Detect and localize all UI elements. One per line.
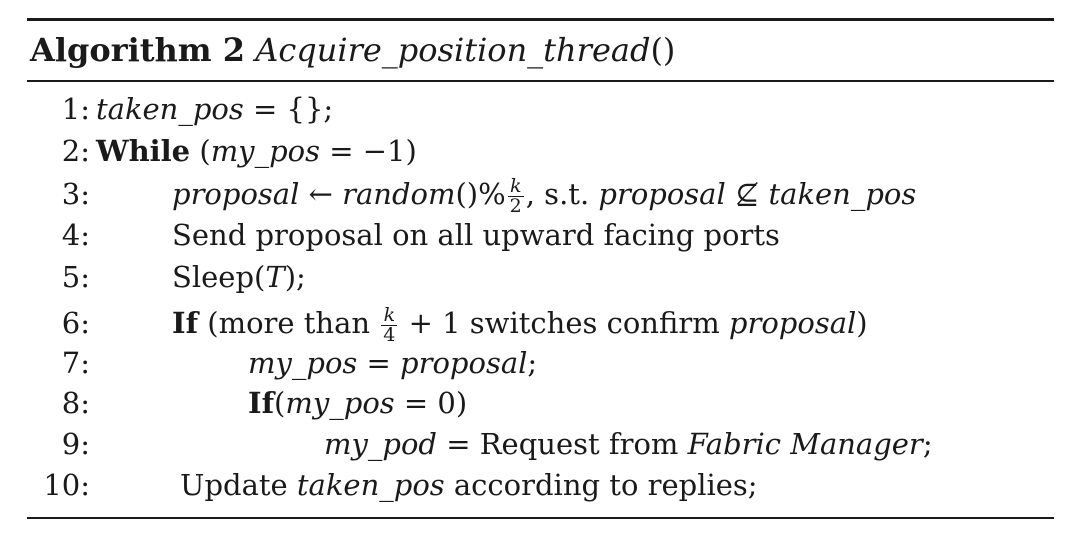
top-rule: [27, 18, 1054, 21]
expr-text: + 1 switches confirm: [399, 306, 729, 340]
expr-text: , s.t.: [525, 177, 599, 211]
expr-text: ;: [527, 346, 538, 380]
var-taken-pos: taken_pos: [96, 92, 244, 126]
algorithm-parens: (): [650, 31, 676, 69]
expr-text: = {};: [243, 92, 334, 126]
var-my-pos: my_pos: [210, 134, 320, 168]
line-body: proposal ← random()% k 2, s.t. proposal ⊈ …: [172, 174, 916, 216]
line-number: 4:: [61, 218, 90, 252]
var-proposal: proposal: [172, 177, 300, 211]
line-number: 1:: [61, 92, 90, 126]
keyword-if: If: [248, 386, 275, 420]
algorithm-name: Acquire_position_thread: [255, 31, 651, 69]
keyword-while: While: [96, 134, 191, 168]
algorithm-line-5: 5: Sleep(T);: [30, 257, 306, 297]
fraction-numerator: k: [381, 305, 398, 326]
var-t: T: [265, 260, 285, 294]
var-my-pos: my_pos: [285, 386, 395, 420]
algorithm-line-2: 2: While (my_pos = −1): [30, 131, 417, 171]
algorithm-line-10: 10: Update taken_pos according to replie…: [30, 465, 757, 505]
line-body: While (my_pos = −1): [96, 131, 417, 171]
line-number: 5:: [61, 260, 90, 294]
algorithm-line-8: 8: If(my_pos = 0): [30, 383, 467, 423]
line-number: 10:: [43, 468, 90, 502]
expr-text: ;: [922, 427, 933, 461]
var-proposal: proposal: [400, 346, 528, 380]
fraction-numerator: k: [507, 176, 524, 197]
var-taken-pos: taken_pos: [768, 177, 917, 211]
line-body: Send proposal on all upward facing ports: [172, 218, 780, 252]
algorithm-label: Algorithm 2: [30, 31, 246, 69]
line-number: 8:: [61, 386, 90, 420]
line-body: Update taken_pos according to replies;: [180, 465, 758, 505]
line-body: my_pod = Request from Fabric Manager;: [324, 424, 933, 464]
algorithm-line-1: 1: taken_pos = {};: [30, 89, 333, 129]
expr-text: according to replies;: [444, 468, 758, 502]
expr-text: ←: [299, 177, 343, 211]
line-number: 2:: [61, 134, 90, 168]
expr-text: (: [274, 386, 286, 420]
line-body: taken_pos = {};: [96, 89, 333, 129]
not-subset-symbol: ⊈: [725, 177, 769, 211]
line-body: Sleep(T);: [172, 257, 306, 297]
algorithm-line-4: 4: Send proposal on all upward facing po…: [30, 215, 780, 255]
fraction-denominator: 2: [509, 194, 522, 217]
line-number: 6:: [61, 306, 90, 340]
line-body: my_pos = proposal;: [248, 343, 537, 383]
line-number: 3:: [61, 177, 90, 211]
caption-rule: [27, 80, 1054, 82]
expr-text: = 0): [394, 386, 468, 420]
expr-text: ): [856, 306, 868, 340]
var-proposal: proposal: [598, 177, 726, 211]
expr-text: Update: [180, 468, 297, 502]
expr-text: );: [284, 260, 306, 294]
line-number: 7:: [61, 346, 90, 380]
var-fabric-manager: Fabric Manager: [687, 427, 923, 461]
var-my-pod: my_pod: [324, 427, 437, 461]
expr-text: ()%: [455, 177, 506, 211]
fraction-denominator: 4: [383, 323, 396, 346]
algorithm-line-7: 7: my_pos = proposal;: [30, 343, 537, 383]
expr-text: Sleep(: [172, 260, 266, 294]
keyword-if: If: [172, 306, 199, 340]
expr-text: =: [357, 346, 401, 380]
expr-text: = Request from: [436, 427, 688, 461]
algorithm-line-9: 9: my_pod = Request from Fabric Manager;: [30, 424, 933, 464]
var-my-pos: my_pos: [248, 346, 358, 380]
expr-text: (: [190, 134, 211, 168]
var-proposal: proposal: [728, 306, 857, 340]
algorithm-caption: Algorithm 2 Acquire_position_thread(): [30, 26, 675, 74]
func-random: random: [342, 177, 456, 211]
line-body: If(my_pos = 0): [248, 383, 467, 423]
bottom-rule: [27, 517, 1054, 519]
algorithm-line-3: 3: proposal ← random()% k 2, s.t. proposal…: [30, 174, 917, 215]
var-taken-pos: taken_pos: [296, 468, 445, 502]
expr-text: = −1): [319, 134, 417, 168]
line-number: 9:: [61, 427, 90, 461]
expr-text: (more than: [198, 306, 380, 340]
